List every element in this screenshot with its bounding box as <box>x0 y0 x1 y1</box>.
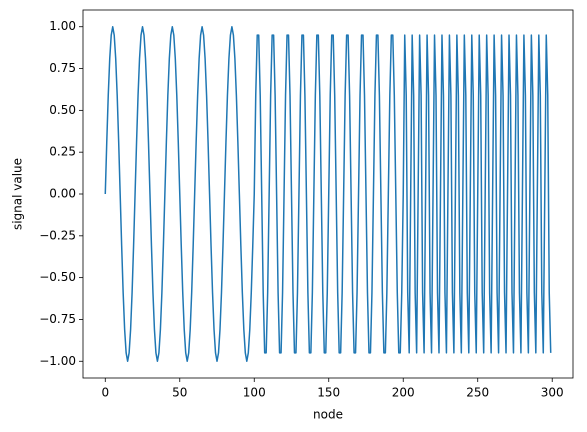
y-tick-label: −0.50 <box>39 270 76 284</box>
y-tick-label: −0.75 <box>39 312 76 326</box>
y-tick-label: 0.00 <box>49 187 76 201</box>
x-tick-label: 250 <box>466 386 489 400</box>
x-tick-label: 150 <box>317 386 340 400</box>
x-tick-label: 0 <box>101 386 109 400</box>
plot-frame <box>82 9 574 379</box>
y-tick-label: 0.75 <box>49 61 76 75</box>
x-tick-label: 300 <box>541 386 564 400</box>
y-tick-label: −1.00 <box>39 354 76 368</box>
y-tick-label: 1.00 <box>49 19 76 33</box>
y-tick-label: −0.25 <box>39 228 76 242</box>
x-axis-label: node <box>313 408 343 422</box>
y-tick-label: 0.50 <box>49 103 76 117</box>
x-tick-label: 200 <box>392 386 415 400</box>
x-tick-label: 100 <box>243 386 266 400</box>
x-tick-label: 50 <box>172 386 187 400</box>
y-axis-label: signal value <box>11 158 25 230</box>
signal-line <box>104 25 552 363</box>
y-tick-label: 0.25 <box>49 145 76 159</box>
